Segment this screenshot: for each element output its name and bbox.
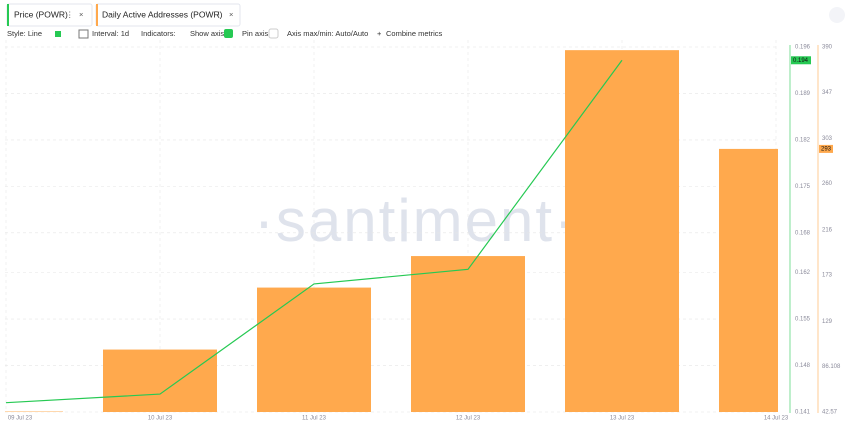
color-picker[interactable] xyxy=(55,31,61,37)
bar xyxy=(103,350,217,412)
combine-metrics[interactable]: Combine metrics xyxy=(386,29,443,38)
y-tick-label: 0.189 xyxy=(795,91,811,97)
last-value-label: 293 xyxy=(821,146,832,152)
y2-tick-label: 347 xyxy=(822,90,833,96)
show-axis-checkbox[interactable] xyxy=(224,29,233,38)
bar xyxy=(257,288,371,412)
x-tick-label: 10 Jul 23 xyxy=(148,416,173,422)
style-select[interactable]: Style: Line xyxy=(7,29,42,38)
y-tick-label: 0.155 xyxy=(795,317,811,323)
bar xyxy=(411,256,525,412)
watermark: ·santiment· xyxy=(254,187,576,254)
bar xyxy=(719,149,833,412)
y-tick-label: 0.196 xyxy=(795,45,811,51)
x-tick-label: 11 Jul 23 xyxy=(302,416,327,422)
tab-label[interactable]: Price (POWR) xyxy=(14,9,68,19)
y-tick-label: 0.148 xyxy=(795,363,811,369)
axis-range-select[interactable]: Axis max/min: Auto/Auto xyxy=(287,29,368,38)
x-tick-label: 13 Jul 23 xyxy=(610,416,635,422)
bar xyxy=(565,50,679,412)
x-tick-label: 12 Jul 23 xyxy=(456,416,481,422)
combine-metrics[interactable]: + xyxy=(377,29,382,38)
y-tick-label: 0.175 xyxy=(795,184,811,190)
tab-color xyxy=(96,4,98,26)
pin-axis-checkbox[interactable] xyxy=(269,29,278,38)
close-icon[interactable]: × xyxy=(229,10,233,19)
y-tick-label: 0.162 xyxy=(795,270,811,276)
menu-icon[interactable]: ⋮ xyxy=(66,10,74,19)
y2-tick-label: 390 xyxy=(822,45,833,51)
y-tick-label: 0.168 xyxy=(795,230,811,236)
x-tick-label: 09 Jul 23 xyxy=(8,416,33,422)
settings-button[interactable] xyxy=(829,7,845,23)
tab-color xyxy=(7,4,9,26)
tab-label[interactable]: Daily Active Addresses (POWR) xyxy=(102,9,223,19)
x-tick-label: 14 Jul 23 xyxy=(764,416,789,422)
interval-select[interactable]: Interval: 1d xyxy=(92,29,129,38)
indicators-select[interactable]: Indicators: xyxy=(141,29,176,38)
y2-tick-label: 260 xyxy=(822,181,833,187)
y2-tick-label: 303 xyxy=(822,136,833,142)
menu-icon[interactable]: ⋮ xyxy=(215,10,223,19)
y2-tick-label: 86.108 xyxy=(822,364,841,370)
pin-axis[interactable]: Pin axis xyxy=(242,29,269,38)
show-axis[interactable]: Show axis xyxy=(190,29,224,38)
close-icon[interactable]: × xyxy=(79,10,83,19)
y2-tick-label: 42.57 xyxy=(822,410,838,416)
last-value-label: 0.194 xyxy=(793,58,809,64)
y2-tick-label: 216 xyxy=(822,227,833,233)
y2-tick-label: 173 xyxy=(822,273,833,279)
y-tick-label: 0.141 xyxy=(795,410,811,416)
calendar-icon[interactable] xyxy=(79,30,88,38)
y-tick-label: 0.182 xyxy=(795,137,811,143)
y2-tick-label: 129 xyxy=(822,319,833,325)
